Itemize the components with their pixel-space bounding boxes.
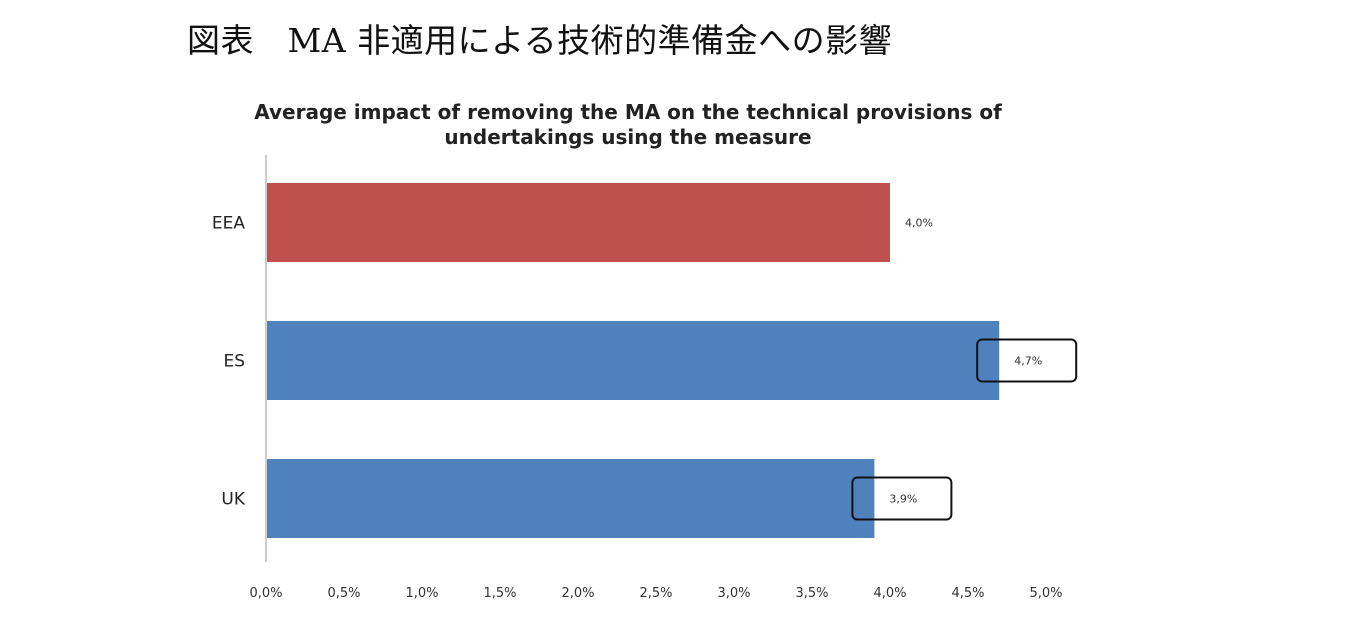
data-label-es: 4,7% — [1014, 355, 1042, 368]
axis-layer: 0,0% 0,5% 1,0% 1,5% 2,0% 2,5% 3,0% 3,5% 4,0% 4,5%… — [249, 155, 1063, 601]
x-tick-label: 4,0% — [873, 586, 906, 601]
data-label-uk: 3,9% — [889, 493, 917, 506]
x-tick-label: 1,5% — [483, 586, 516, 601]
bars-layer — [267, 183, 1000, 538]
bar-es — [267, 321, 1000, 400]
x-tick-label: 3,5% — [795, 586, 828, 601]
x-tick-label: 2,5% — [639, 586, 672, 601]
highlight-box-es — [976, 338, 1078, 383]
chart-title: Average impact of removing the MA on the… — [254, 100, 1002, 149]
page-heading: 図表 MA 非適用による技術的準備金への影響 — [187, 21, 893, 60]
x-tick-label: 0,5% — [327, 586, 360, 601]
x-tick-label: 5,0% — [1029, 586, 1062, 601]
bar-eea — [267, 183, 890, 262]
category-label-eea: EEA — [212, 214, 245, 234]
x-tick-label: 4,5% — [951, 586, 984, 601]
category-label-uk: UK — [221, 490, 245, 510]
highlight-box-uk — [851, 476, 953, 521]
bar-uk — [267, 459, 875, 538]
x-tick-label: 3,0% — [717, 586, 750, 601]
x-tick-label: 2,0% — [561, 586, 594, 601]
data-label-eea: 4,0% — [905, 217, 933, 230]
x-tick-label: 0,0% — [249, 586, 282, 601]
category-label-es: ES — [223, 352, 245, 372]
x-tick-label: 1,0% — [405, 586, 438, 601]
labels-layer: EEA 4,0% ES 4,7% UK 3,9% — [212, 214, 1078, 521]
